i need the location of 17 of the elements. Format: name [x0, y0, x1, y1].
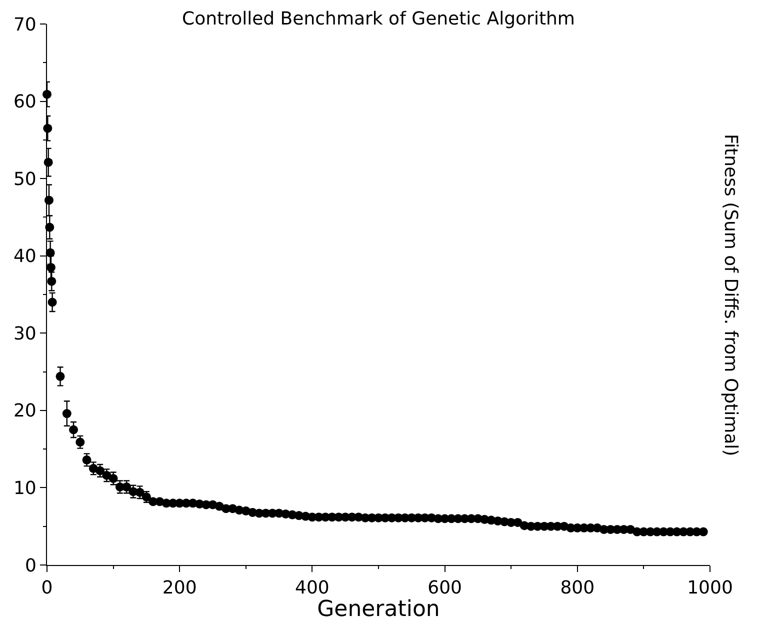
y-tick-label: 30 — [13, 323, 36, 344]
x-tick-label: 1000 — [687, 578, 733, 599]
x-tick-label: 400 — [295, 578, 330, 599]
y-tick-label: 20 — [13, 400, 36, 422]
y-tick-label: 0 — [24, 555, 36, 576]
y-tick-label: 60 — [13, 92, 36, 113]
x-axis-title: Generation — [317, 597, 440, 622]
y-tick-label: 40 — [13, 246, 36, 268]
x-tick-label: 800 — [560, 578, 595, 599]
x-tick-label: 0 — [41, 578, 53, 599]
y-tick-label: 50 — [13, 168, 36, 190]
x-tick-label: 200 — [162, 578, 197, 599]
y-tick-label: 10 — [13, 478, 36, 500]
y-tick-label: 70 — [13, 14, 36, 36]
y-axis-title: Fitness (Sum of Diffs. from Optimal) — [720, 134, 741, 456]
x-tick-label: 600 — [428, 578, 462, 599]
chart-title: Controlled Benchmark of Genetic Algorithm — [182, 8, 575, 30]
